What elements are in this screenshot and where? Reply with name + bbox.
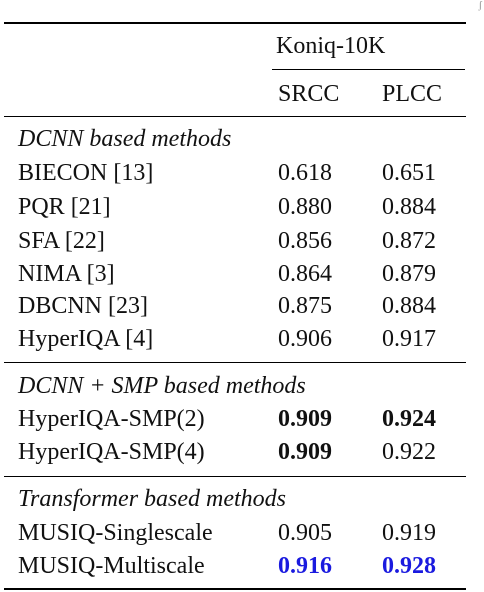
plcc-value: 0.884 bbox=[382, 293, 436, 319]
method-name: PQR [21] bbox=[18, 194, 111, 220]
scan-mark: ʃ bbox=[478, 0, 482, 11]
bottom-rule bbox=[4, 588, 466, 590]
method-name: SFA [22] bbox=[18, 228, 105, 254]
method-name: MUSIQ-Singlescale bbox=[18, 520, 213, 546]
table-row: MUSIQ-Multiscale 0.916 0.928 bbox=[0, 551, 484, 581]
plcc-value: 0.922 bbox=[382, 439, 436, 465]
table-row: DBCNN [23] 0.875 0.884 bbox=[0, 291, 484, 321]
section-title-dcnn-smp: DCNN + SMP based methods bbox=[18, 373, 306, 399]
method-name: HyperIQA [4] bbox=[18, 326, 154, 352]
section-divider bbox=[4, 476, 466, 477]
table-row: MUSIQ-Singlescale 0.905 0.919 bbox=[0, 518, 484, 548]
srcc-value: 0.618 bbox=[278, 160, 332, 186]
table-row: HyperIQA-SMP(4) 0.909 0.922 bbox=[0, 437, 484, 467]
section-title-dcnn: DCNN based methods bbox=[18, 126, 232, 152]
top-rule bbox=[4, 22, 466, 24]
section-title-row: DCNN + SMP based methods bbox=[0, 371, 484, 401]
plcc-header: PLCC bbox=[382, 81, 443, 107]
section-title-transformer: Transformer based methods bbox=[18, 486, 287, 512]
plcc-value: 0.884 bbox=[382, 194, 436, 220]
table-row: PQR [21] 0.880 0.884 bbox=[0, 192, 484, 222]
method-name: BIECON [13] bbox=[18, 160, 154, 186]
plcc-value-overall-best: 0.928 bbox=[382, 553, 436, 579]
section-title-row: DCNN based methods bbox=[0, 124, 484, 154]
table-row: BIECON [13] 0.618 0.651 bbox=[0, 158, 484, 188]
header-row-dataset: Koniq-10K bbox=[0, 31, 484, 61]
header-bottom-rule bbox=[4, 116, 466, 117]
table-row: HyperIQA-SMP(2) 0.909 0.924 bbox=[0, 404, 484, 434]
plcc-value: 0.872 bbox=[382, 228, 436, 254]
table-row: NIMA [3] 0.864 0.879 bbox=[0, 259, 484, 289]
dataset-underline bbox=[272, 69, 465, 70]
plcc-value: 0.919 bbox=[382, 520, 436, 546]
table-row: HyperIQA [4] 0.906 0.917 bbox=[0, 324, 484, 354]
section-title-row: Transformer based methods bbox=[0, 484, 484, 514]
method-name: DBCNN [23] bbox=[18, 293, 148, 319]
srcc-value-best: 0.909 bbox=[278, 406, 332, 432]
srcc-value: 0.905 bbox=[278, 520, 332, 546]
srcc-value: 0.856 bbox=[278, 228, 332, 254]
plcc-value: 0.879 bbox=[382, 261, 436, 287]
srcc-value: 0.864 bbox=[278, 261, 332, 287]
section-divider bbox=[4, 362, 466, 363]
method-name: HyperIQA-SMP(4) bbox=[18, 439, 205, 465]
srcc-value: 0.906 bbox=[278, 326, 332, 352]
method-name: HyperIQA-SMP(2) bbox=[18, 406, 205, 432]
method-name: NIMA [3] bbox=[18, 261, 115, 287]
plcc-value-best: 0.924 bbox=[382, 406, 436, 432]
srcc-value-best: 0.909 bbox=[278, 439, 332, 465]
srcc-value: 0.880 bbox=[278, 194, 332, 220]
srcc-value: 0.875 bbox=[278, 293, 332, 319]
plcc-value: 0.651 bbox=[382, 160, 436, 186]
plcc-value: 0.917 bbox=[382, 326, 436, 352]
dataset-header: Koniq-10K bbox=[276, 33, 386, 59]
srcc-value-overall-best: 0.916 bbox=[278, 553, 332, 579]
srcc-header: SRCC bbox=[278, 81, 340, 107]
header-row-columns: SRCC PLCC bbox=[0, 79, 484, 109]
table-row: SFA [22] 0.856 0.872 bbox=[0, 226, 484, 256]
method-name: MUSIQ-Multiscale bbox=[18, 553, 205, 579]
